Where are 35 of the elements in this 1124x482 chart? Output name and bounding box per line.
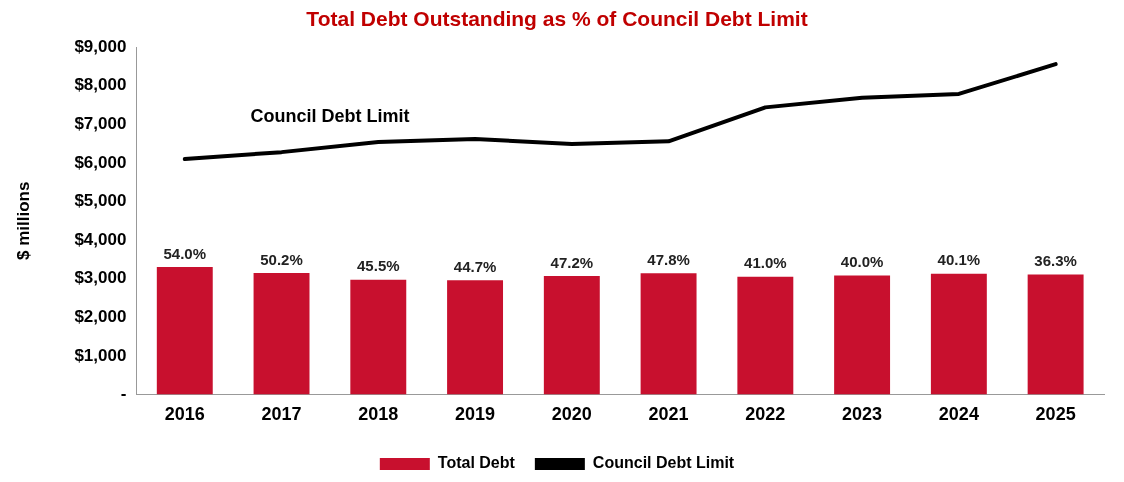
annotation: 47.8% — [647, 250, 690, 268]
x-tick-label: 2018 — [358, 404, 399, 425]
y-tick-label: $4,000 — [74, 229, 127, 249]
y-tick-label: $8,000 — [74, 75, 127, 95]
annotation: 47.2% — [550, 253, 594, 271]
annotation: 54.0% — [163, 244, 207, 262]
y-tick-label: - — [120, 384, 127, 404]
x-tick-label: 2019 — [455, 404, 496, 425]
x-tick-label: 2016 — [164, 404, 205, 425]
x-tick-label: 2025 — [1035, 404, 1076, 425]
annotation: 40.0% — [840, 253, 884, 271]
y-tick-label: $7,000 — [74, 114, 127, 134]
annotation: 40.1% — [937, 251, 981, 269]
x-tick-label: 2023 — [842, 404, 883, 425]
chart-title: Total Debt Outstanding as % of Council Debt Limit — [306, 7, 808, 31]
y-tick-label: $2,000 — [74, 306, 127, 326]
x-tick-label: 2022 — [745, 404, 786, 425]
y-axis-title: $ millions — [13, 181, 33, 261]
y-tick-label: $5,000 — [74, 191, 127, 211]
y-tick-label: $6,000 — [74, 152, 127, 172]
y-tick-label: $1,000 — [74, 345, 127, 365]
annotation: 44.7% — [453, 257, 497, 275]
y-tick-label: $3,000 — [74, 268, 127, 288]
y-tick-label: $9,000 — [74, 36, 127, 56]
x-tick-label: 2021 — [648, 404, 689, 425]
x-tick-label: 2020 — [551, 404, 592, 425]
x-tick-label: 2017 — [261, 404, 302, 425]
annotation: 36.3% — [1034, 252, 1077, 270]
annotation: 50.2% — [260, 250, 303, 268]
annotation: 41.0% — [744, 254, 787, 272]
annotation: Council Debt Limit — [250, 105, 410, 126]
legend-label: Total Debt — [437, 454, 516, 472]
legend-label: Council Debt Limit — [592, 454, 735, 472]
x-tick-label: 2024 — [938, 404, 979, 425]
annotation: 45.5% — [357, 257, 400, 275]
